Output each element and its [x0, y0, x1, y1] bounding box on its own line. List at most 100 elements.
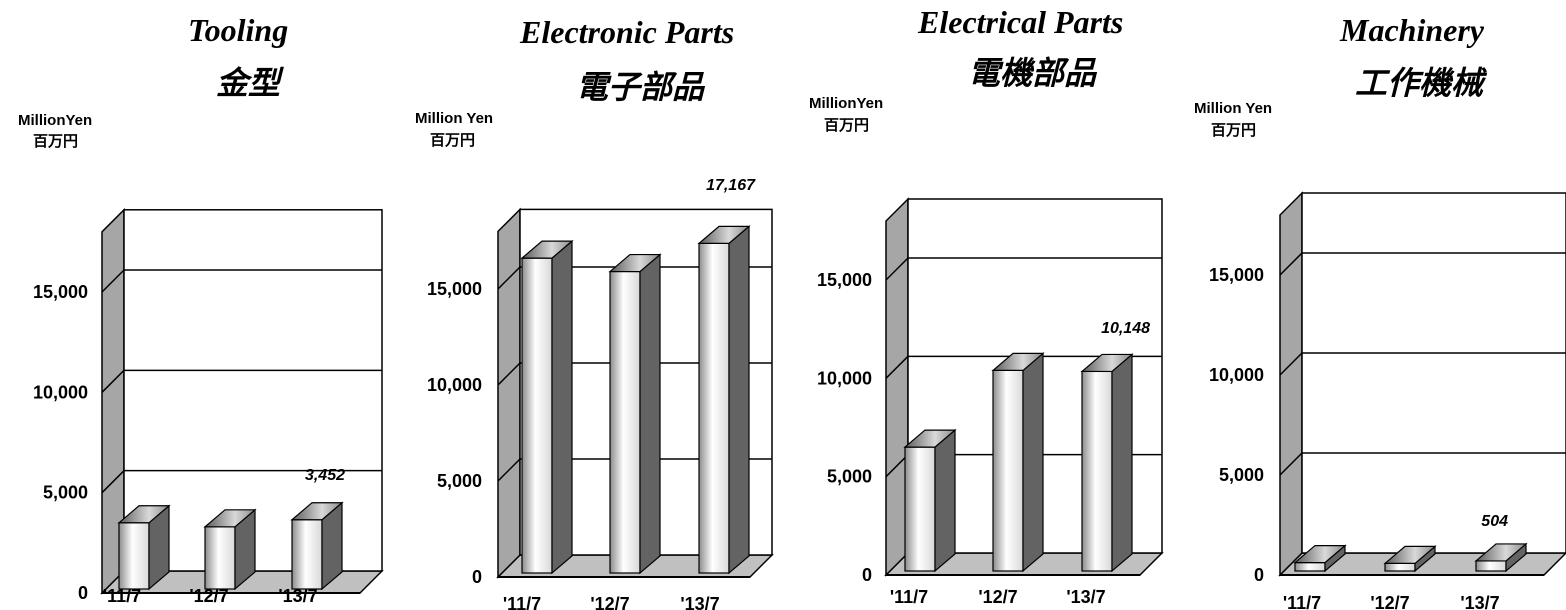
chart-subtitle: 電機部品	[968, 54, 1097, 92]
y-tick-label: 5,000	[827, 467, 872, 487]
y-tick-label: 0	[1254, 565, 1264, 585]
x-tick-label: '11/7	[1283, 593, 1321, 610]
bar-front	[1475, 560, 1507, 572]
x-tick-label: '13/7	[680, 594, 719, 610]
y-tick-label: 10,000	[1209, 365, 1264, 385]
gridline-side	[1279, 252, 1303, 276]
bar-side	[639, 253, 661, 575]
bar-front	[609, 270, 641, 574]
data-label: 504	[1481, 513, 1508, 530]
gridline-side	[1279, 352, 1303, 376]
data-label: 3,452	[305, 467, 345, 484]
bar	[697, 225, 751, 575]
bar-top	[1474, 543, 1528, 562]
chart-title: Machinery	[1340, 12, 1484, 48]
gridline-side	[101, 269, 125, 293]
y-axis-unit: Million Yen	[1194, 100, 1273, 117]
data-label: 10,148	[1101, 320, 1150, 337]
x-tick-label: '13/7	[278, 586, 317, 606]
bar	[290, 501, 344, 591]
bar-front	[118, 522, 150, 590]
bar	[117, 504, 171, 591]
bar-chart-machinery: 0 5,000 10,000 15,000 '11/7 '12/7 '13/7 504	[1209, 191, 1566, 610]
data-label: 17,167	[706, 177, 756, 194]
y-tick-label: 5,000	[437, 471, 482, 491]
bar-top	[608, 253, 662, 273]
bar-top	[290, 502, 344, 521]
x-tick-label: '12/7	[1370, 593, 1409, 610]
bar-side	[551, 239, 573, 575]
bar-chart-tooling: 0 5,000 10,000 15,000 '11/7 '12/7 '13/7 3,452	[33, 207, 384, 606]
y-tick-label: 5,000	[1219, 465, 1264, 485]
bar-front	[904, 446, 936, 572]
bar-front	[1294, 561, 1326, 572]
bar-top	[520, 240, 574, 259]
bar	[903, 428, 957, 573]
bar-chart-electrical-parts: 0 5,000 10,000 15,000 '11/7 '12/7 '13/7 10,148	[817, 197, 1164, 607]
y-axis-unit: MillionYen	[18, 112, 93, 129]
bar-front	[1081, 370, 1113, 572]
chart-side-wall	[1279, 191, 1303, 577]
chart-subtitle: 工作機械	[1355, 64, 1484, 102]
bar	[1293, 544, 1347, 573]
y-tick-label: 0	[862, 565, 872, 585]
bar-front	[204, 526, 236, 590]
chart-title: Electronic Parts	[520, 14, 735, 50]
bar-side	[934, 428, 956, 573]
y-tick-label: 0	[472, 567, 482, 587]
y-axis-unit-jp: 百万円	[430, 132, 476, 149]
gridline-side	[101, 470, 125, 494]
gridline-side	[497, 458, 521, 482]
x-tick-label: '11/7	[103, 586, 141, 606]
bar-top	[117, 505, 171, 524]
bar	[1383, 545, 1437, 573]
bar	[520, 239, 574, 575]
chart-subtitle: 金型	[216, 64, 281, 102]
y-tick-label: 15,000	[33, 282, 88, 302]
bar	[203, 508, 257, 591]
chart-side-wall	[497, 207, 521, 579]
y-axis-unit-jp: 百万円	[824, 117, 870, 134]
y-axis-unit-jp: 百万円	[33, 133, 79, 150]
bar-front	[291, 519, 323, 590]
y-axis-unit: Million Yen	[415, 110, 494, 127]
bar-front	[992, 369, 1024, 572]
chart-back-wall	[1301, 192, 1566, 554]
chart-title: Tooling	[188, 12, 289, 48]
y-axis-unit-jp: 百万円	[1211, 122, 1257, 139]
x-tick-label: '11/7	[890, 587, 928, 607]
y-tick-label: 10,000	[33, 382, 88, 402]
y-tick-label: 0	[78, 583, 88, 603]
bar	[608, 253, 662, 575]
bar	[1474, 542, 1528, 573]
bar-side	[1022, 352, 1044, 573]
bar-front	[1384, 562, 1416, 572]
gridline-side	[1279, 452, 1303, 476]
y-tick-label: 10,000	[817, 368, 872, 388]
y-tick-label: 5,000	[43, 483, 88, 503]
gridline-side	[101, 369, 125, 393]
bar-top	[1080, 353, 1134, 373]
bar-top	[1293, 544, 1347, 564]
x-tick-label: '13/7	[1460, 593, 1499, 610]
gridline-side	[497, 266, 521, 290]
bar-top	[1383, 545, 1437, 565]
y-axis-unit: MillionYen	[809, 95, 884, 112]
x-tick-label: '13/7	[1066, 587, 1105, 607]
gridline-side	[885, 454, 909, 478]
y-tick-label: 15,000	[817, 270, 872, 290]
bar-front	[698, 242, 730, 574]
bar-top	[991, 352, 1045, 371]
y-tick-label: 15,000	[1209, 265, 1264, 285]
bar-top	[903, 429, 957, 448]
chart-panel-machinery: Machinery 工作機械 Million Yen 百万円 0 5,000 10,…	[1180, 0, 1566, 610]
chart-panel-electronic-parts: Electronic Parts 電子部品 Million Yen 百万円 0 5…	[400, 0, 790, 610]
bar-top	[203, 509, 257, 528]
chart-panel-electrical-parts: Electrical Parts 電機部品 MillionYen 百万円 0 5,…	[790, 0, 1180, 610]
bar-chart-electronic-parts: 0 5,000 10,000 15,000 '11/7 '12/7 '13/7 17,167	[427, 177, 774, 610]
x-tick-label: '12/7	[189, 586, 228, 606]
bar	[991, 352, 1045, 573]
bar-top	[697, 225, 751, 244]
chart-panel-tooling: Tooling 金型 MillionYen 百万円 0 5,000 10,000 15…	[0, 0, 400, 610]
gridline-side	[885, 257, 909, 281]
